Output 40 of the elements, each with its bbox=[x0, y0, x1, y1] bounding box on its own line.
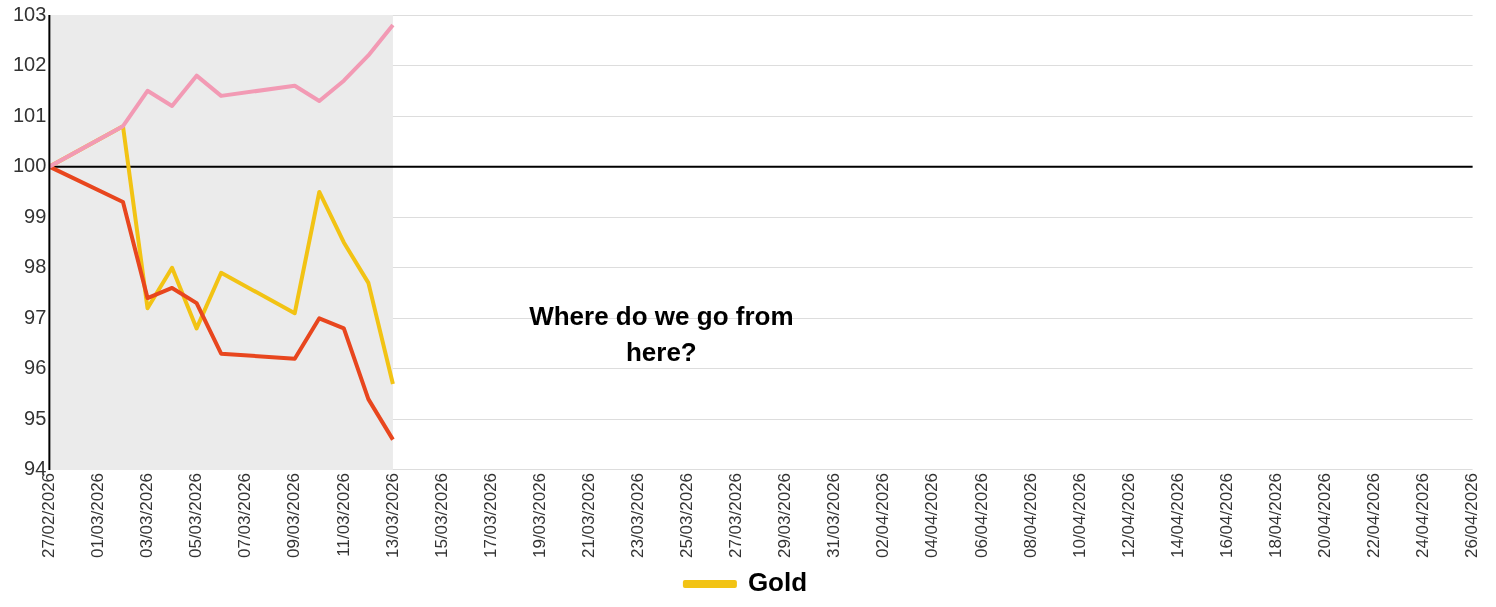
y-tick-label: 98 bbox=[24, 255, 47, 278]
y-tick-label: 100 bbox=[12, 154, 47, 177]
x-tick-label: 02/04/2026 bbox=[873, 472, 893, 559]
x-tick-label: 18/04/2026 bbox=[1265, 472, 1285, 559]
x-tick-label: 13/03/2026 bbox=[382, 472, 402, 559]
x-tick-label: 01/03/2026 bbox=[88, 472, 108, 559]
x-tick-label: 04/04/2026 bbox=[922, 472, 942, 559]
x-tick-label: 11/03/2026 bbox=[333, 472, 353, 557]
x-tick-label: 07/03/2026 bbox=[235, 472, 255, 559]
x-tick-label: 16/04/2026 bbox=[1216, 472, 1236, 559]
y-tick-label: 95 bbox=[24, 406, 47, 429]
x-tick-label: 09/03/2026 bbox=[284, 472, 304, 559]
y-tick-label: 101 bbox=[12, 103, 47, 126]
x-tick-label: 14/04/2026 bbox=[1167, 472, 1187, 559]
x-tick-label: 31/03/2026 bbox=[824, 472, 844, 559]
y-tick-label: 99 bbox=[24, 204, 47, 227]
x-tick-label: 27/03/2026 bbox=[726, 472, 746, 559]
annotation: Where do we go from here? bbox=[529, 301, 794, 368]
x-tick-label: 20/04/2026 bbox=[1315, 472, 1335, 559]
y-tick-label: 97 bbox=[24, 305, 47, 328]
x-tick-label: 22/04/2026 bbox=[1364, 472, 1384, 559]
x-tick-label: 05/03/2026 bbox=[186, 472, 206, 559]
x-tick-label: 23/03/2026 bbox=[627, 472, 647, 559]
x-tick-label: 12/04/2026 bbox=[1118, 472, 1138, 559]
y-tick-label: 103 bbox=[12, 2, 47, 25]
y-tick-label: 102 bbox=[12, 53, 47, 76]
x-tick-label: 06/04/2026 bbox=[971, 472, 991, 559]
x-tick-label: 17/03/2026 bbox=[480, 472, 500, 559]
x-tick-label: 24/04/2026 bbox=[1413, 472, 1433, 559]
x-tick-label: 19/03/2026 bbox=[529, 472, 549, 559]
x-tick-label: 08/04/2026 bbox=[1020, 472, 1040, 559]
x-tick-label: 15/03/2026 bbox=[431, 472, 451, 559]
legend-label: Gold bbox=[747, 567, 808, 598]
x-tick-label: 26/04/2026 bbox=[1462, 472, 1482, 559]
x-tick-label: 03/03/2026 bbox=[137, 472, 157, 559]
x-tick-label: 25/03/2026 bbox=[677, 472, 697, 559]
x-tick-label: 21/03/2026 bbox=[578, 472, 598, 559]
x-tick-label: 10/04/2026 bbox=[1069, 472, 1089, 559]
y-tick-label: 96 bbox=[24, 356, 47, 379]
x-tick-label: 29/03/2026 bbox=[775, 472, 795, 559]
